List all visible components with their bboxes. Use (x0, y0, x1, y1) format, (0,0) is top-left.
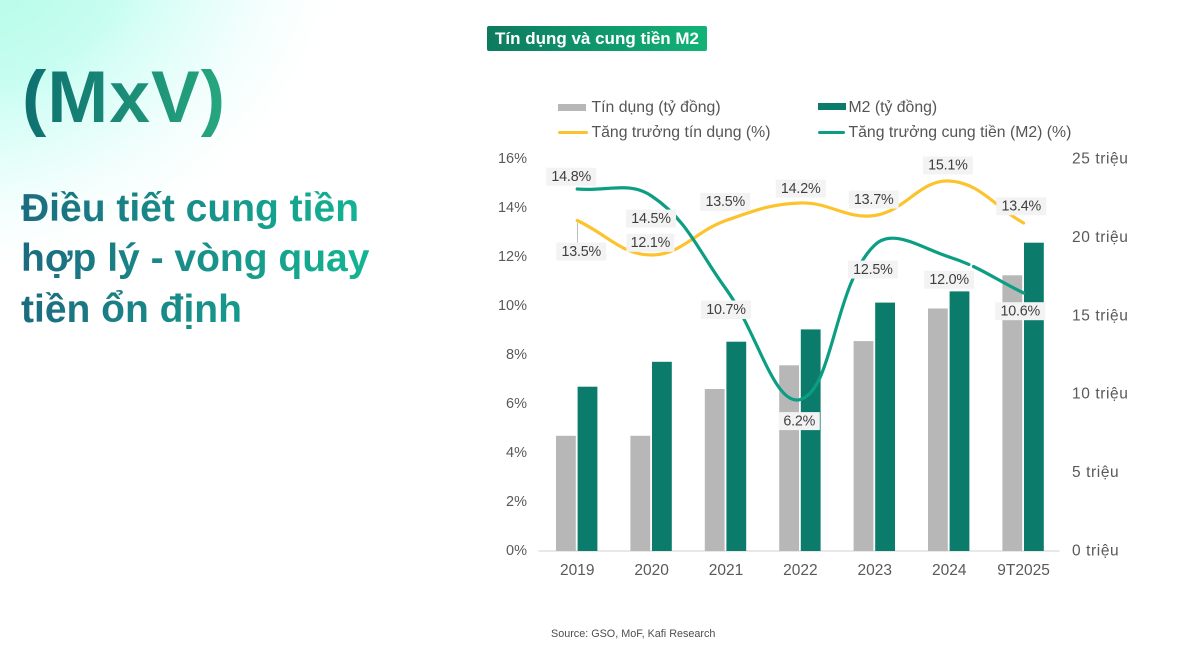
svg-text:2023: 2023 (858, 562, 892, 579)
svg-text:20 triệu: 20 triệu (1072, 229, 1129, 246)
svg-text:12.0%: 12.0% (929, 272, 969, 288)
svg-text:13.5%: 13.5% (562, 244, 602, 260)
svg-text:2024: 2024 (932, 562, 967, 579)
svg-text:2021: 2021 (709, 562, 743, 579)
svg-text:0 triệu: 0 triệu (1072, 543, 1119, 560)
svg-text:6%: 6% (506, 396, 527, 412)
svg-text:13.4%: 13.4% (1002, 198, 1042, 214)
svg-text:12.5%: 12.5% (853, 262, 893, 278)
svg-text:12.1%: 12.1% (631, 235, 671, 251)
svg-text:2%: 2% (506, 494, 527, 510)
svg-text:2022: 2022 (783, 562, 817, 579)
svg-text:10.7%: 10.7% (706, 302, 746, 318)
svg-text:16%: 16% (498, 151, 527, 167)
svg-text:9T2025: 9T2025 (997, 562, 1050, 579)
svg-text:5 triệu: 5 triệu (1072, 464, 1119, 481)
svg-text:14.2%: 14.2% (781, 181, 821, 197)
svg-text:10.6%: 10.6% (1001, 304, 1041, 320)
svg-text:14.5%: 14.5% (631, 211, 671, 227)
svg-text:2019: 2019 (560, 562, 594, 579)
svg-text:2020: 2020 (634, 562, 669, 579)
svg-text:14%: 14% (498, 200, 527, 216)
svg-text:13.5%: 13.5% (706, 194, 746, 210)
svg-text:25 triệu: 25 triệu (1072, 151, 1129, 168)
svg-text:15.1%: 15.1% (928, 158, 968, 174)
svg-text:10 triệu: 10 triệu (1072, 386, 1129, 403)
svg-text:8%: 8% (506, 347, 527, 363)
svg-text:15 triệu: 15 triệu (1072, 307, 1129, 324)
svg-text:0%: 0% (506, 543, 527, 559)
svg-text:4%: 4% (506, 445, 527, 461)
svg-text:6.2%: 6.2% (783, 413, 815, 429)
svg-text:10%: 10% (498, 298, 527, 314)
svg-text:13.7%: 13.7% (854, 192, 894, 208)
svg-text:12%: 12% (498, 249, 527, 265)
svg-text:14.8%: 14.8% (551, 169, 591, 185)
